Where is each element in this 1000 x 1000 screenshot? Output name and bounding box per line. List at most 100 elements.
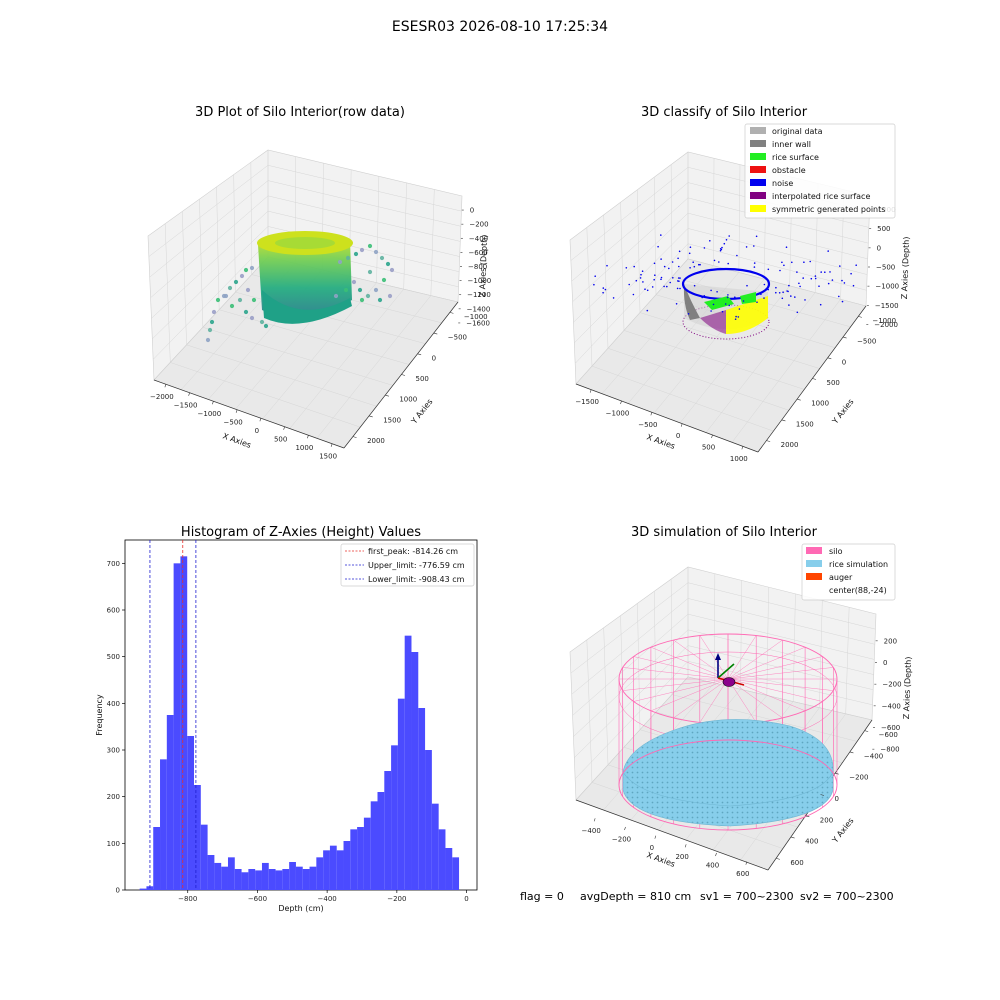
classify-x-ticks: −1500 −1000 −500 0 500 1000 [575,389,748,463]
silo-roof-wire [727,678,823,702]
raw-y-tick-label: 1500 [383,416,401,424]
silo-roof-wire [622,667,729,680]
noise-point [799,285,801,288]
simulation-rice-body [622,719,834,827]
classify-z-tick-label: −1500 [875,302,899,310]
histogram-x-ticks: −800 −600 −400 −200 0 [178,890,469,903]
histogram-x-tick-label: −200 [387,895,406,903]
histogram-bar [139,888,147,890]
raw-z-tick-label: −800 [468,263,487,271]
histogram-bar [397,698,405,890]
histogram-y-tick-label: 200 [107,793,120,801]
raw-data-point [333,293,339,299]
histogram-bar [214,862,222,890]
noise-point [679,287,681,290]
histogram-bar [370,801,378,890]
noise-point [838,295,840,298]
raw-data-point [229,303,235,309]
legend-inner-wall: inner wall [772,140,811,149]
noise-point [606,264,608,267]
raw-y-tick-label: 500 [416,375,429,383]
noise-point [594,275,596,278]
raw-data-point [337,259,343,265]
silo-roof-wire [650,647,729,680]
classify-y-tick-label: 2000 [781,441,799,449]
silo-roof-wire [673,639,729,680]
legend-original-data: original data [772,127,823,136]
histogram-bar [391,745,398,890]
raw-data-point [379,255,385,261]
legend-swatch-interpolated-rice-surface [750,192,766,199]
histogram-x-tick-label: −600 [248,895,267,903]
silo-roof-wire [699,678,729,723]
histogram-bar [289,862,296,890]
raw-data-point [351,279,357,285]
legend-swatch-auger [806,573,822,580]
raw-z-ticks: 0 −200 −400 −600 −800 −1000 −1200 −1400 −1600 [458,207,491,327]
noise-point [692,261,694,264]
noise-point [676,287,679,290]
histogram-bar [248,869,256,890]
noise-point [802,277,804,279]
silo-roof-wire [727,639,783,680]
noise-point [727,262,729,265]
histogram-bar [275,870,283,890]
classify-x-tick-label: 0 [676,432,680,440]
noise-point [678,265,680,268]
footer-avg-depth: avgDepth = 810 cm [580,890,691,903]
raw-data-point [223,293,229,299]
histogram-bar [329,845,337,890]
silo-roof-wire [699,635,729,680]
raw-x-axis-label: X Axies [221,431,252,450]
legend-upper-limit: Upper_limit: -776.59 cm [368,561,465,570]
legend-swatch-rice-simulation [806,560,822,567]
raw-x-tick-label: 1000 [295,444,313,452]
classify-z-tick-label: 0 [877,244,881,252]
noise-point [788,284,790,287]
noise-point [827,250,829,252]
noise-point [798,282,800,285]
noise-point [668,267,670,270]
legend-swatch-inner-wall [750,140,766,147]
classify-silo-points [681,267,771,340]
silo-roof-wire [727,647,806,680]
histogram-bar [221,866,228,890]
noise-point [818,285,820,288]
raw-z-tick-label: −200 [469,221,488,229]
noise-point [716,291,718,293]
noise-point [602,291,604,294]
classify-y-tick-label: 0 [842,358,846,366]
raw-data-point [207,327,213,333]
raw-data-point [357,287,363,293]
silo-roof-wire [727,656,823,680]
simulation-x-ticks: −400 −200 0 200 400 600 [582,818,750,878]
raw-data-point [377,297,383,303]
noise-point [843,282,846,284]
noise-point [644,288,646,291]
simulation-x-tick-label: 0 [650,844,654,852]
histogram-bar [425,750,432,890]
noise-point [653,278,655,281]
noise-point [660,234,662,236]
simulation-y-tick-label: −200 [849,774,868,782]
noise-point [819,303,822,306]
histogram-bar [187,736,195,890]
classify-noise-points [593,234,857,321]
legend-rice-surface: rice surface [772,153,819,162]
raw-x-tick-label: −500 [224,418,243,426]
silo-roof-wire [727,678,757,723]
noise-point [778,292,781,294]
noise-point [669,281,671,284]
classify-x-tick-label: 1000 [730,455,748,463]
noise-point [642,281,644,283]
histogram-title: Histogram of Z-Axies (Height) Values [181,525,421,540]
noise-point [671,261,674,263]
histogram-bar [255,870,262,890]
histogram-bar [180,556,188,890]
silo-roof-wire [633,656,729,680]
legend-auger: auger [829,573,853,582]
raw-data-point [387,293,393,299]
raw-data-point [251,297,257,303]
classify-y-tick-label: 500 [827,379,840,387]
histogram-y-tick-label: 700 [107,560,120,568]
